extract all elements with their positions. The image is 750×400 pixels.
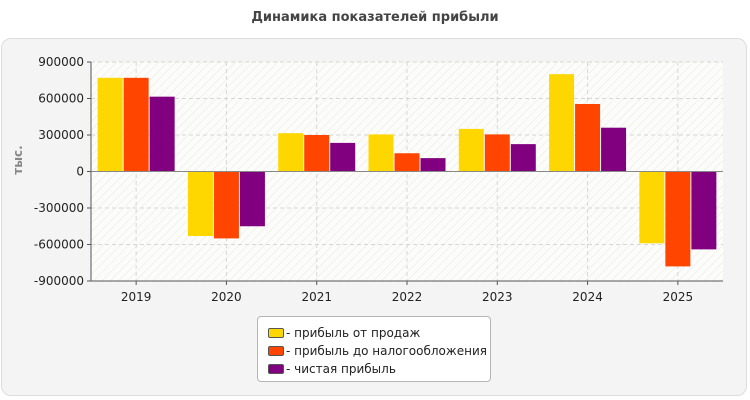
bar-2-2019	[123, 77, 149, 172]
y-axis-label: тыс.	[11, 145, 25, 174]
bar-3-2021	[330, 142, 356, 172]
y-tick-label: -900000	[34, 274, 84, 288]
x-tick-label: 2020	[211, 290, 242, 304]
legend-label: - прибыль до налогообложения	[286, 344, 487, 358]
bar-3-2025	[691, 171, 717, 250]
x-tick-label: 2022	[392, 290, 423, 304]
legend-item-1: - прибыль от продаж	[268, 324, 490, 342]
legend-label: - прибыль от продаж	[286, 326, 421, 340]
bar-2-2020	[213, 171, 239, 239]
x-tick-label: 2019	[121, 290, 152, 304]
bar-3-2022	[420, 158, 446, 172]
y-tick-label: 0	[76, 165, 84, 179]
x-tick-label: 2021	[301, 290, 332, 304]
legend-swatch	[268, 346, 284, 356]
bar-2-2025	[665, 171, 691, 267]
bar-2-2024	[575, 103, 601, 172]
bar-3-2020	[239, 171, 265, 227]
x-tick-label: 2024	[572, 290, 603, 304]
bar-1-2021	[278, 133, 304, 172]
y-tick-label: 600000	[38, 92, 84, 106]
chart-title: Динамика показателей прибыли	[251, 10, 499, 25]
bar-1-2022	[368, 134, 394, 172]
y-tick-label: 900000	[38, 55, 84, 69]
bar-3-2019	[149, 96, 175, 172]
x-tick-label: 2023	[482, 290, 513, 304]
legend-item-2: - прибыль до налогообложения	[268, 342, 490, 360]
bar-3-2024	[601, 127, 627, 172]
bar-1-2025	[639, 171, 665, 244]
bar-2-2021	[304, 135, 330, 172]
bar-1-2023	[458, 128, 484, 172]
bars	[97, 74, 717, 267]
legend: - прибыль от продаж - прибыль до налогооб…	[257, 316, 491, 382]
tick-labels: 900000 600000 300000 0 -300000 -600000 -900000…	[34, 55, 693, 304]
bar-1-2024	[549, 74, 575, 172]
bar-2-2023	[484, 134, 510, 172]
legend-swatch	[268, 364, 284, 374]
legend-swatch	[268, 328, 284, 338]
bar-chart: 900000 600000 300000 0 -300000 -600000 -900000…	[11, 55, 723, 304]
bar-3-2023	[510, 144, 536, 172]
axes	[87, 61, 723, 285]
y-tick-label: -600000	[34, 238, 84, 252]
bar-1-2019	[97, 77, 123, 172]
legend-item-3: - чистая прибыль	[268, 360, 490, 378]
bar-2-2022	[394, 153, 420, 172]
bar-1-2020	[187, 171, 213, 236]
x-tick-label: 2025	[663, 290, 694, 304]
legend-label: - чистая прибыль	[286, 362, 396, 376]
y-tick-label: -300000	[34, 201, 84, 215]
y-tick-label: 300000	[38, 128, 84, 142]
